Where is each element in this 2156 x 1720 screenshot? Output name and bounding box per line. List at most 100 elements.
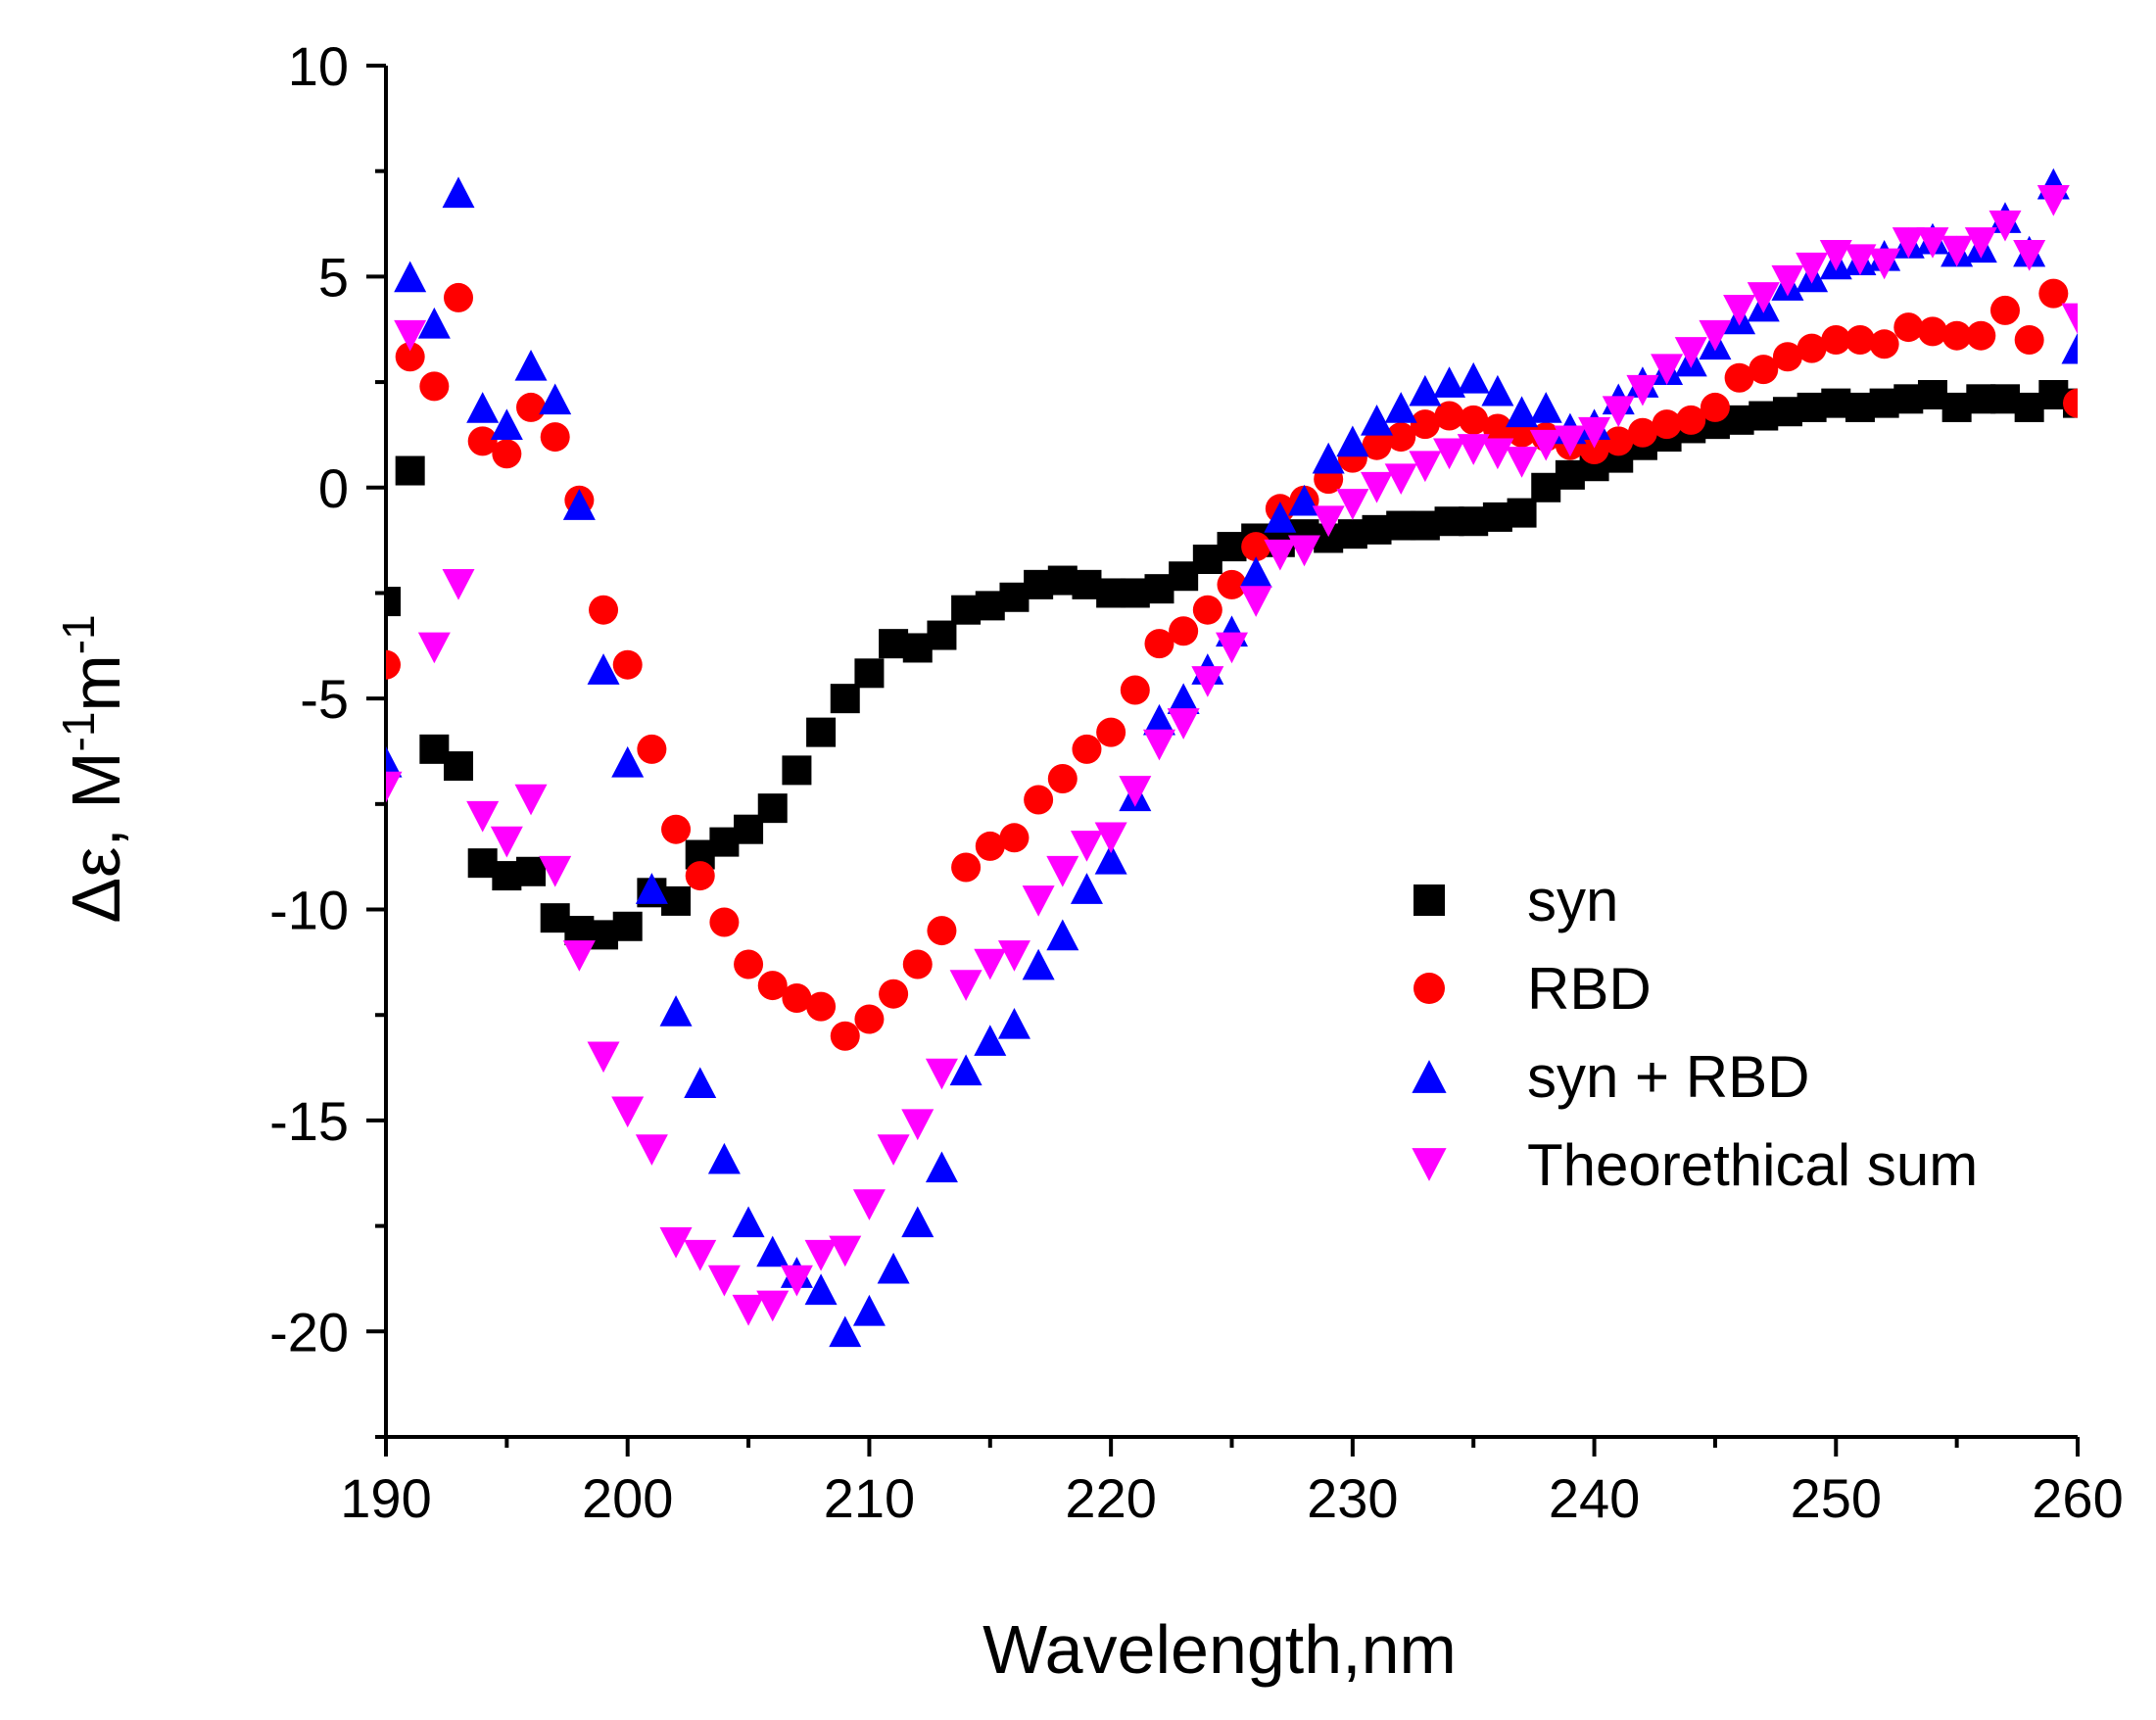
data-point — [1361, 471, 1394, 503]
legend-label: Theorethical sum — [1527, 1132, 1978, 1198]
data-point — [1699, 319, 1732, 352]
data-point — [1893, 312, 1924, 343]
data-point — [1409, 451, 1442, 483]
data-point — [2014, 325, 2044, 355]
data-point — [1433, 366, 1466, 398]
data-point — [1094, 822, 1127, 854]
data-point — [780, 1265, 813, 1297]
data-point — [1386, 422, 1416, 453]
data-point — [1264, 539, 1297, 571]
data-point — [1652, 409, 1682, 440]
data-point — [1096, 717, 1126, 747]
x-tick-label: 210 — [824, 1467, 915, 1529]
series-theorethical-sum — [386, 185, 2078, 1326]
legend-entry: Theorethical sum — [1412, 1132, 1978, 1198]
data-point — [1459, 405, 1489, 435]
data-point — [732, 1206, 765, 1238]
data-point — [707, 1142, 741, 1174]
data-point — [1892, 227, 1925, 259]
data-point — [1022, 948, 1055, 980]
data-point — [974, 948, 1007, 980]
data-point — [589, 595, 619, 625]
data-point — [1144, 629, 1174, 659]
data-point — [1481, 374, 1514, 406]
data-point — [466, 800, 500, 833]
y-axis-title-main: Δε, M — [58, 751, 134, 923]
data-point — [444, 751, 474, 782]
data-point — [1869, 329, 1899, 359]
data-point — [806, 991, 837, 1022]
data-point — [1845, 325, 1875, 355]
data-point — [1506, 396, 1539, 428]
data-point — [854, 658, 885, 689]
data-point — [1094, 843, 1127, 875]
data-point — [1167, 708, 1200, 740]
data-point — [395, 342, 425, 372]
data-point — [386, 745, 403, 778]
data-point — [1529, 429, 1562, 461]
data-point — [1819, 240, 1852, 271]
data-point — [1119, 776, 1152, 807]
data-point — [1723, 295, 1756, 326]
x-tick-label: 220 — [1065, 1467, 1156, 1529]
data-point — [1142, 729, 1175, 761]
data-point — [1724, 362, 1754, 393]
data-point — [804, 1273, 838, 1306]
data-point — [829, 1315, 862, 1348]
data-point — [1167, 683, 1200, 714]
data-point — [1578, 416, 1611, 449]
data-point — [490, 826, 523, 858]
y-axis-title: Δε, M-1m-1 — [53, 614, 134, 923]
data-point — [539, 855, 572, 887]
data-point — [1554, 425, 1587, 457]
y-tick-label: -20 — [269, 1301, 349, 1362]
data-point — [2063, 388, 2078, 418]
data-point — [1797, 333, 1827, 363]
data-point — [1796, 252, 1829, 284]
data-point — [1191, 666, 1224, 697]
data-point — [1821, 325, 1851, 355]
data-point — [707, 1265, 741, 1297]
legend-marker — [1412, 1060, 1447, 1093]
data-point — [492, 439, 522, 469]
x-tick-label: 240 — [1549, 1467, 1640, 1529]
data-point — [540, 422, 570, 453]
data-point — [1457, 434, 1490, 465]
data-point — [1336, 425, 1369, 457]
data-point — [1120, 675, 1150, 705]
data-point — [1434, 401, 1464, 431]
data-point — [1216, 632, 1248, 664]
y-tick-label: 5 — [318, 246, 349, 308]
data-point — [1264, 502, 1297, 533]
data-point — [925, 1151, 958, 1183]
series-rbd — [386, 278, 2078, 1051]
data-point — [1384, 463, 1417, 495]
data-point — [927, 916, 957, 946]
data-point — [1917, 316, 1947, 347]
y-tick-label: -15 — [269, 1090, 349, 1152]
data-point — [444, 282, 474, 312]
legend-marker — [1413, 973, 1445, 1004]
data-point — [635, 873, 668, 904]
data-point — [514, 784, 548, 816]
data-point — [927, 620, 957, 650]
data-point — [925, 1058, 958, 1090]
legend-entry: RBD — [1413, 956, 1652, 1022]
data-point — [1312, 505, 1345, 538]
data-point — [1771, 264, 1804, 297]
data-point — [949, 1054, 982, 1086]
legend-label: syn — [1527, 868, 1618, 933]
data-point — [1409, 374, 1442, 406]
data-marks — [386, 167, 2078, 1348]
data-point — [612, 911, 643, 941]
data-point — [1747, 282, 1780, 313]
data-point — [877, 1134, 910, 1166]
data-point — [757, 971, 788, 1001]
data-point — [877, 1252, 910, 1284]
data-point — [757, 793, 788, 824]
data-point — [562, 940, 596, 972]
legend-entry: syn + RBD — [1412, 1044, 1809, 1110]
data-point — [1192, 595, 1222, 625]
data-point — [417, 632, 451, 664]
data-point — [684, 1239, 717, 1271]
